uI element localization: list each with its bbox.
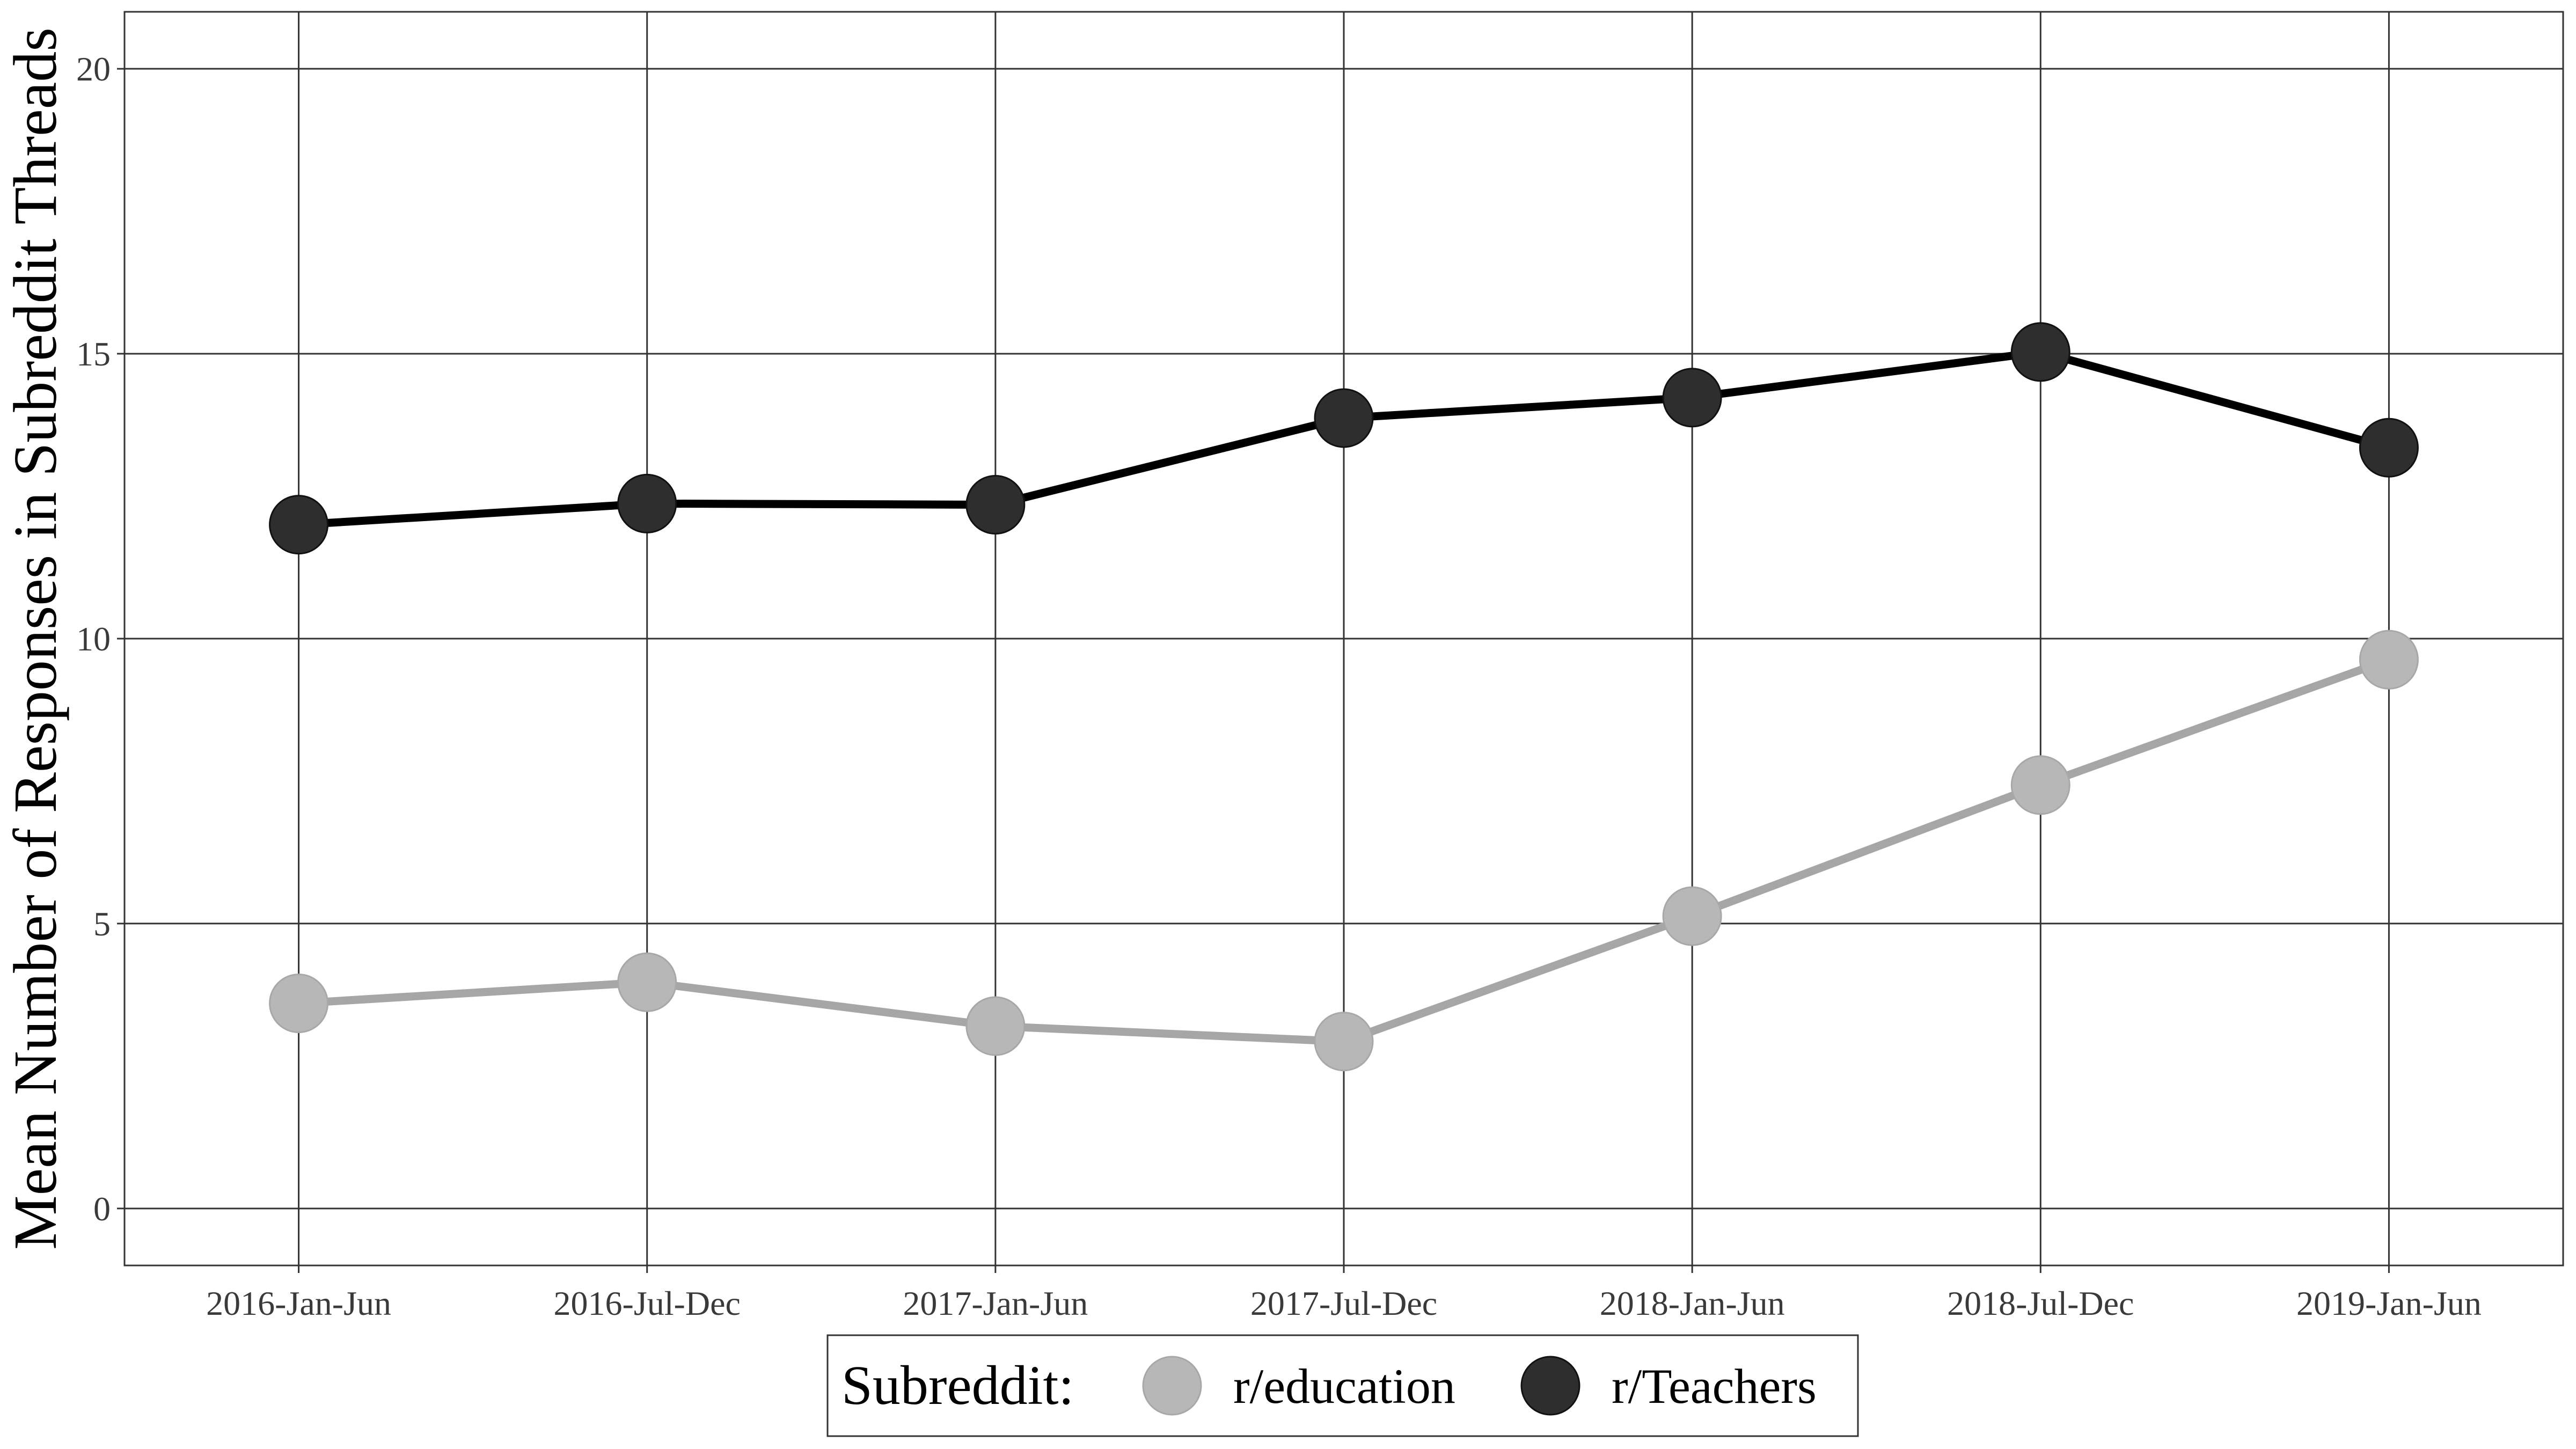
x-tick-label: 2018-Jan-Jun — [1600, 1284, 1785, 1322]
y-axis-ticks: 0 5 10 15 20 — [76, 50, 125, 1228]
data-point-r-teachers — [617, 473, 677, 533]
y-axis-label: Mean Number of Responses in Subreddit Th… — [1, 27, 69, 1250]
x-tick-label: 2017-Jul-Dec — [1250, 1284, 1437, 1322]
data-point-r-teachers — [1662, 368, 1722, 428]
data-point-r-education — [2359, 630, 2419, 690]
gridlines — [125, 12, 2563, 1265]
y-tick-label: 5 — [93, 905, 111, 943]
x-tick-label: 2016-Jul-Dec — [554, 1284, 741, 1322]
data-point-r-teachers — [2359, 418, 2419, 478]
legend-label-r-education: r/education — [1233, 1359, 1455, 1414]
data-point-r-education — [617, 952, 677, 1012]
data-point-r-teachers — [2010, 322, 2070, 382]
data-point-r-teachers — [269, 495, 329, 555]
x-axis-ticks: 2016-Jan-Jun 2016-Jul-Dec 2017-Jan-Jun 2017… — [206, 1265, 2482, 1322]
series-r-education — [269, 630, 2419, 1072]
y-tick-label: 15 — [76, 335, 111, 373]
data-point-r-education — [965, 996, 1026, 1056]
legend: Subreddit: r/education r/Teachers — [826, 1334, 1859, 1437]
x-tick-label: 2016-Jan-Jun — [206, 1284, 391, 1322]
data-point-r-education — [1314, 1012, 1374, 1072]
series-layer — [269, 322, 2419, 1072]
legend-key-point-r-teachers — [1520, 1356, 1580, 1416]
y-tick-label: 20 — [76, 50, 111, 88]
legend-key-point-r-education — [1142, 1356, 1202, 1416]
y-tick-label: 10 — [76, 620, 111, 658]
data-point-r-education — [269, 974, 329, 1034]
x-tick-label: 2019-Jan-Jun — [2296, 1284, 2482, 1322]
x-tick-label: 2018-Jul-Dec — [1947, 1284, 2134, 1322]
x-tick-label: 2017-Jan-Jun — [903, 1284, 1088, 1322]
legend-title: Subreddit: — [841, 1355, 1074, 1416]
y-tick-label: 0 — [93, 1190, 111, 1228]
data-point-r-teachers — [965, 474, 1026, 535]
legend-box — [826, 1334, 1859, 1437]
legend-items: r/education r/Teachers — [1142, 1356, 1817, 1416]
data-point-r-teachers — [1314, 388, 1374, 448]
series-r-teachers — [269, 322, 2419, 555]
legend-label-r-teachers: r/Teachers — [1612, 1359, 1817, 1414]
data-point-r-education — [1662, 886, 1722, 946]
data-point-r-education — [2010, 755, 2070, 815]
